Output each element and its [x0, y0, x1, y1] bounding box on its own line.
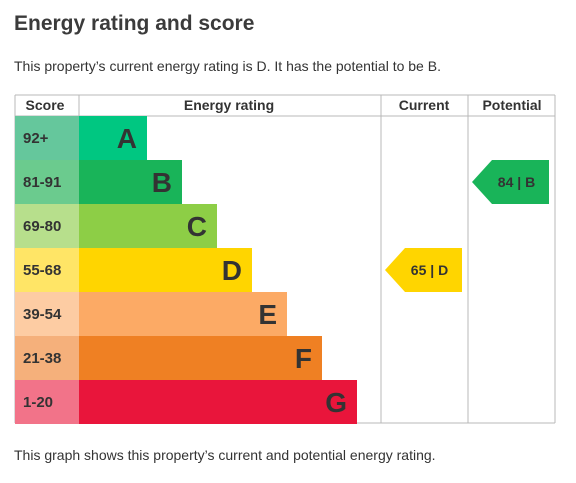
graph-description: This graph shows this property’s current… — [14, 447, 436, 463]
rating-letter-c: C — [187, 211, 207, 242]
rating-bar-c — [79, 204, 217, 248]
score-cell-b — [15, 160, 79, 204]
rating-bar-g — [79, 380, 357, 424]
current-rating-marker — [385, 248, 462, 292]
rating-bar-f — [79, 336, 322, 380]
rating-bars: 92+ A 81-91 B 69-80 C 55-68 D 39-54 E 21-38 F 1-20 G — [15, 116, 357, 424]
score-cell-a — [15, 116, 79, 160]
score-label-e: 39-54 — [23, 306, 62, 323]
potential-rating-marker — [472, 160, 549, 204]
score-cell-e — [15, 292, 79, 336]
rating-letter-d: D — [222, 255, 242, 286]
score-cell-f — [15, 336, 79, 380]
score-label-b: 81-91 — [23, 174, 61, 191]
current-rating-marker-label: 65 | D — [411, 262, 448, 278]
rating-bar-a — [79, 116, 147, 160]
chart-headers: Score Energy rating Current Potential — [26, 97, 542, 113]
rating-letter-a: A — [117, 123, 137, 154]
rating-summary-text: This property’s current energy rating is… — [14, 58, 441, 74]
header-energy-rating: Energy rating — [184, 97, 274, 113]
score-label-f: 21-38 — [23, 350, 61, 367]
rating-bar-d — [79, 248, 252, 292]
rating-letter-f: F — [295, 343, 312, 374]
potential-rating-marker-label: 84 | B — [498, 174, 535, 190]
rating-bar-b — [79, 160, 182, 204]
rating-letter-g: G — [325, 387, 347, 418]
header-current: Current — [399, 97, 450, 113]
score-cell-g — [15, 380, 79, 424]
score-label-a: 92+ — [23, 130, 49, 147]
score-cell-d — [15, 248, 79, 292]
rating-bar-e — [79, 292, 287, 336]
score-label-c: 69-80 — [23, 218, 61, 235]
header-potential: Potential — [482, 97, 541, 113]
header-score: Score — [26, 97, 65, 113]
score-cell-c — [15, 204, 79, 248]
score-label-d: 55-68 — [23, 262, 61, 279]
rating-markers: 65 | D 84 | B — [385, 160, 549, 292]
score-label-g: 1-20 — [23, 394, 53, 411]
rating-letter-e: E — [258, 299, 277, 330]
page-title: Energy rating and score — [14, 12, 255, 35]
rating-letter-b: B — [152, 167, 172, 198]
